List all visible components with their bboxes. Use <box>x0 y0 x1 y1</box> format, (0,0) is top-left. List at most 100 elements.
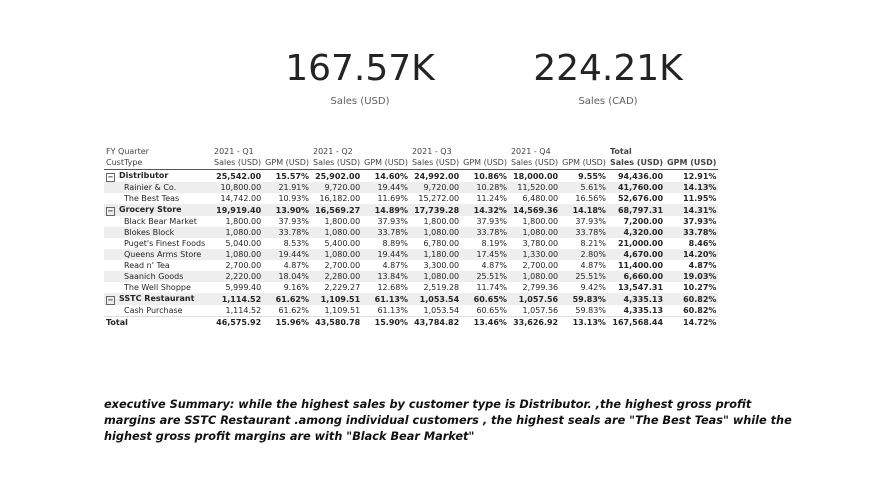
measure-header[interactable]: Sales (USD) <box>409 157 462 170</box>
card-value: 167.57K <box>285 48 435 89</box>
card-value: 224.21K <box>533 48 683 89</box>
sales-cell: 25,542.00 <box>216 171 262 181</box>
row-label-cell: Blokes Block <box>104 227 212 238</box>
gpm-cell: 10.86% <box>473 171 507 181</box>
sales-cad-card[interactable]: 224.21K Sales (CAD) <box>493 48 723 107</box>
sales-cell: 5,400.00 <box>324 239 361 248</box>
sales-cell: 94,436.00 <box>617 171 664 181</box>
quarter-header-row: FY Quarter 2021 - Q1 2021 - Q2 2021 - Q3… <box>104 146 718 157</box>
gpm-cell: 37.93% <box>278 217 309 226</box>
table-row[interactable]: The Best Teas 14,742.00 10.93% 16,182.00 11.… <box>104 193 718 204</box>
sales-cell: 9,720.00 <box>409 182 462 193</box>
collapse-icon[interactable]: − <box>106 296 115 305</box>
table-row[interactable]: The Well Shoppe 5,999.40 9.16% 2,229.27 12.6… <box>104 282 718 293</box>
collapse-icon[interactable]: − <box>106 207 115 216</box>
sales-cell: 9,720.00 <box>310 182 363 193</box>
gpm-cell: 19.44% <box>362 249 410 260</box>
table-row[interactable]: Black Bear Market 1,800.00 37.93% 1,800.00 3… <box>104 216 718 227</box>
gpm-cell: 19.44% <box>362 182 410 193</box>
measure-header[interactable]: GPM (USD) <box>263 157 311 170</box>
sales-cell: 46,575.92 <box>212 316 264 328</box>
row-label-cell: The Best Teas <box>104 193 212 204</box>
column-header-q4[interactable]: 2021 - Q4 <box>510 147 551 156</box>
sales-cell: 2,799.36 <box>522 283 559 292</box>
table-row[interactable]: Rainier & Co. 10,800.00 21.91% 9,720.00 19.4… <box>104 182 719 193</box>
sales-cell: 5,999.40 <box>225 283 262 292</box>
measure-header[interactable]: GPM (USD) <box>665 157 719 170</box>
row-label: Distributor <box>119 171 169 180</box>
row-label-cell: Queens Arms Store <box>104 249 212 260</box>
gpm-cell: 59.83% <box>575 306 606 315</box>
table-row[interactable]: Cash Purchase 1,114.52 61.62% 1,109.51 61.13… <box>104 305 718 317</box>
gpm-cell: 33.78% <box>362 227 410 238</box>
gpm-cell: 59.83% <box>560 293 608 305</box>
sales-cell: 68,797.31 <box>607 204 666 216</box>
gpm-cell: 15.57% <box>275 171 309 181</box>
sales-cell: 5,040.00 <box>225 239 262 248</box>
gpm-cell: 10.93% <box>278 194 309 203</box>
measure-header[interactable]: Sales (USD) <box>607 157 666 170</box>
gpm-cell: 15.96% <box>263 316 311 328</box>
gpm-cell: 61.62% <box>278 306 309 315</box>
measure-header[interactable]: GPM (USD) <box>461 157 509 170</box>
gpm-cell: 33.78% <box>560 227 608 238</box>
sales-cell: 1,053.54 <box>409 293 462 305</box>
sales-matrix-table[interactable]: FY Quarter 2021 - Q1 2021 - Q2 2021 - Q3… <box>104 146 719 328</box>
row-label: Grocery Store <box>119 205 182 214</box>
table-row[interactable]: Saanich Goods 2,220.00 18.04% 2,280.00 13.84… <box>104 271 719 282</box>
gpm-cell: 4.87% <box>580 261 606 270</box>
total-row[interactable]: Total 46,575.92 15.96% 43,580.78 15.90% 43,78… <box>104 316 719 328</box>
row-label: The Best Teas <box>124 194 180 203</box>
sales-cell: 19,919.40 <box>212 204 264 216</box>
gpm-cell: 13.90% <box>263 204 311 216</box>
sales-cell: 1,057.56 <box>522 306 559 315</box>
table-row[interactable]: Puget's Finest Foods 5,040.00 8.53% 5,400.0… <box>104 238 718 249</box>
gpm-cell: 4.87% <box>283 261 309 270</box>
row-header-fy-quarter: FY Quarter <box>106 147 149 156</box>
sales-cell: 7,200.00 <box>623 217 664 226</box>
sales-cell: 2,519.28 <box>423 283 460 292</box>
sales-cell: 1,330.00 <box>508 249 561 260</box>
gpm-cell: 8.53% <box>283 239 309 248</box>
gpm-cell: 4.87% <box>481 261 507 270</box>
group-row[interactable]: − Grocery Store 19,919.40 13.90% 16,569.27 14… <box>104 204 719 216</box>
gpm-cell: 4.87% <box>382 261 408 270</box>
measure-header[interactable]: GPM (USD) <box>362 157 410 170</box>
gpm-cell: 14.32% <box>461 204 509 216</box>
row-label: Saanich Goods <box>124 272 184 281</box>
gpm-cell: 13.84% <box>362 271 410 282</box>
sales-usd-card[interactable]: 167.57K Sales (USD) <box>245 48 475 107</box>
group-row[interactable]: − Distributor 25,542.00 15.57% 25,902.00 14.6… <box>104 170 718 182</box>
table-row[interactable]: Read n' Tea 2,700.00 4.87% 2,700.00 4.87% 3,3… <box>104 260 718 271</box>
sales-cell: 2,700.00 <box>522 261 559 270</box>
gpm-cell: 14.13% <box>665 182 719 193</box>
group-row[interactable]: − SSTC Restaurant 1,114.52 61.62% 1,109.51 61… <box>104 293 719 305</box>
measure-header[interactable]: Sales (USD) <box>508 157 561 170</box>
gpm-cell: 14.18% <box>560 204 608 216</box>
gpm-cell: 33.78% <box>461 227 509 238</box>
column-header-q1[interactable]: 2021 - Q1 <box>214 147 254 156</box>
column-header-q3[interactable]: 2021 - Q3 <box>411 147 452 156</box>
row-label-cell: − Distributor <box>104 170 212 182</box>
gpm-cell: 37.93% <box>476 217 507 226</box>
measure-header[interactable]: GPM (USD) <box>560 157 608 170</box>
gpm-cell: 25.51% <box>461 271 509 282</box>
table-row[interactable]: Queens Arms Store 1,080.00 19.44% 1,080.00 1… <box>104 249 719 260</box>
gpm-cell: 5.61% <box>560 182 608 193</box>
gpm-cell: 17.45% <box>461 249 509 260</box>
measure-header[interactable]: Sales (USD) <box>212 157 264 170</box>
gpm-cell: 18.04% <box>263 271 311 282</box>
collapse-icon[interactable]: − <box>106 173 115 182</box>
table-row[interactable]: Blokes Block 1,080.00 33.78% 1,080.00 33.78%… <box>104 227 719 238</box>
sales-cell: 1,080.00 <box>508 271 561 282</box>
column-header-total[interactable]: Total <box>609 147 632 156</box>
gpm-cell: 13.46% <box>461 316 509 328</box>
sales-cell: 18,000.00 <box>513 171 559 181</box>
row-label: Black Bear Market <box>124 217 197 226</box>
measure-header[interactable]: Sales (USD) <box>310 157 363 170</box>
sales-cell: 1,114.52 <box>225 306 262 315</box>
gpm-cell: 19.03% <box>665 271 719 282</box>
column-header-q2[interactable]: 2021 - Q2 <box>312 147 353 156</box>
sales-cell: 6,780.00 <box>423 239 460 248</box>
measure-header-row: CustType Sales (USD) GPM (USD) Sales (US… <box>104 157 719 170</box>
